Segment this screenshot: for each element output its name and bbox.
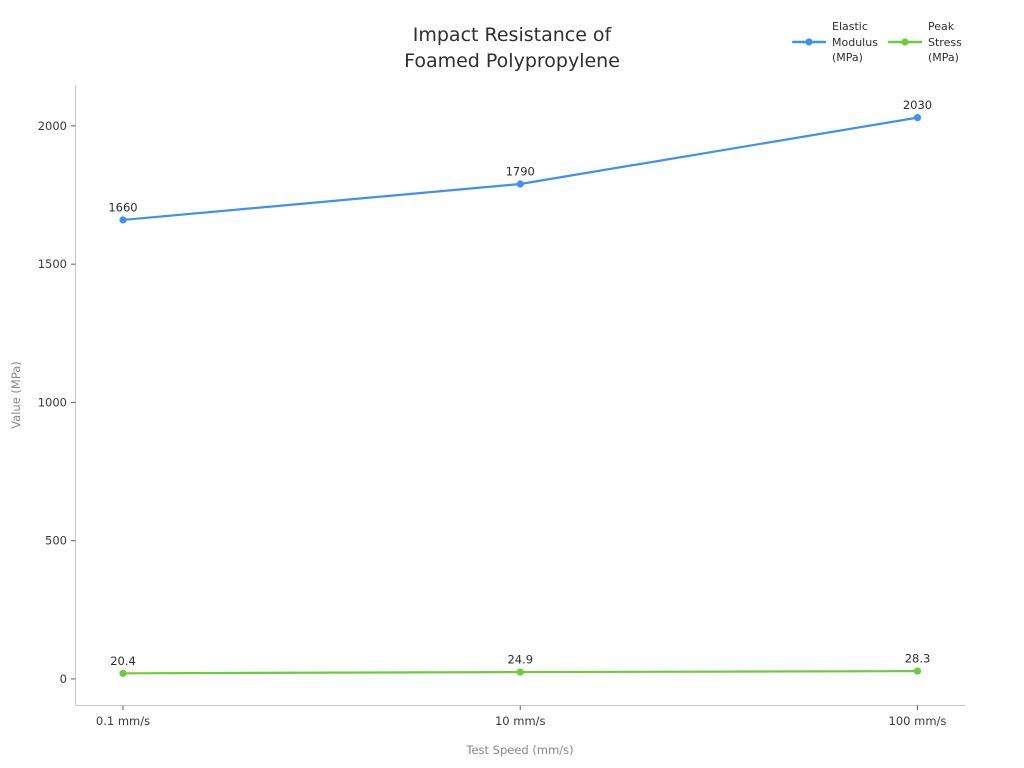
data-point-marker [516,180,524,188]
data-point-label: 28.3 [905,652,931,666]
x-tick-label: 10 mm/s [495,714,546,728]
data-point-label: 1790 [506,164,535,178]
legend-line-marker-icon [792,38,826,46]
y-tick-label: 0 [60,672,67,686]
x-tick-label: 0.1 mm/s [96,714,150,728]
data-point-label: 24.9 [507,653,533,667]
data-point-marker [119,669,127,677]
data-point-marker [119,216,127,224]
y-axis-title: Value (MPa) [9,361,23,429]
legend-label-peak-stress: Peak Stress (MPa) [928,20,962,64]
data-point-marker [913,667,922,675]
x-axis-title: Test Speed (mm/s) [466,743,574,757]
data-point-label: 1660 [108,200,137,214]
chart-title: Impact Resistance of Foamed Polypropylen… [404,24,620,72]
y-tick-label: 1500 [38,257,67,271]
y-tick-label: 500 [45,534,67,548]
x-tick-label: 100 mm/s [889,714,947,728]
data-point-label: 20.4 [110,654,136,668]
data-point-marker [516,668,524,676]
y-tick-label: 2000 [38,119,67,133]
y-tick-label: 1000 [38,395,67,409]
legend-label-elastic-modulus: Elastic Modulus (MPa) [832,20,878,64]
data-point-label: 2030 [903,98,932,112]
legend-entry-elastic-modulus: Elastic Modulus (MPa) [792,19,884,66]
legend-line-marker-icon [888,38,922,46]
data-point-marker [913,114,922,122]
legend-entry-peak-stress: Peak Stress (MPa) [888,19,980,66]
